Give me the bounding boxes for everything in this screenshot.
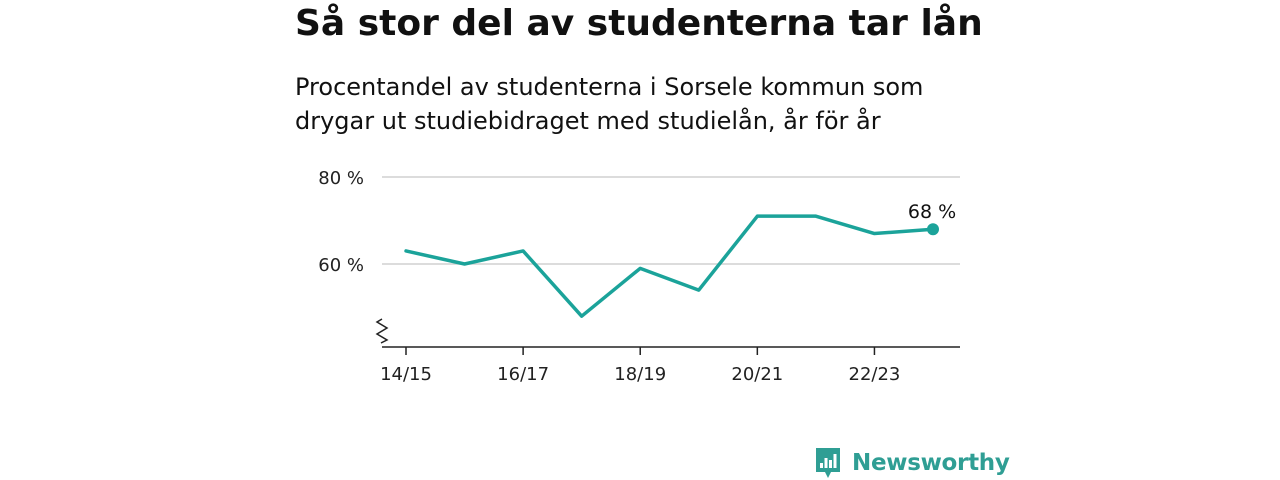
x-tick-label: 14/15	[380, 364, 432, 385]
chart-title: Så stor del av studenterna tar lån	[295, 3, 983, 44]
y-tick-label: 80 %	[318, 168, 364, 189]
end-value-label: 68 %	[908, 201, 956, 223]
newsworthy-wordmark: Newsworthy	[852, 450, 1010, 476]
x-tick-label: 18/19	[614, 364, 666, 385]
newsworthy-brand: Newsworthy	[814, 446, 1010, 480]
series-line	[404, 214, 935, 318]
last-data-point	[927, 223, 939, 236]
line-chart: 60 % 80 % 14/15 16/17 18/19 20/21 22/23 68 %	[318, 168, 960, 385]
x-tick-label: 16/17	[497, 364, 549, 385]
x-tick-label: 20/21	[731, 364, 783, 385]
x-tick-label: 22/23	[849, 364, 901, 385]
chart-subtitle: Procentandel av studenterna i Sorsele ko…	[295, 73, 924, 135]
y-axis-break-icon	[375, 318, 389, 344]
newsworthy-logo-icon	[816, 448, 840, 478]
y-tick-label: 60 %	[318, 255, 364, 276]
